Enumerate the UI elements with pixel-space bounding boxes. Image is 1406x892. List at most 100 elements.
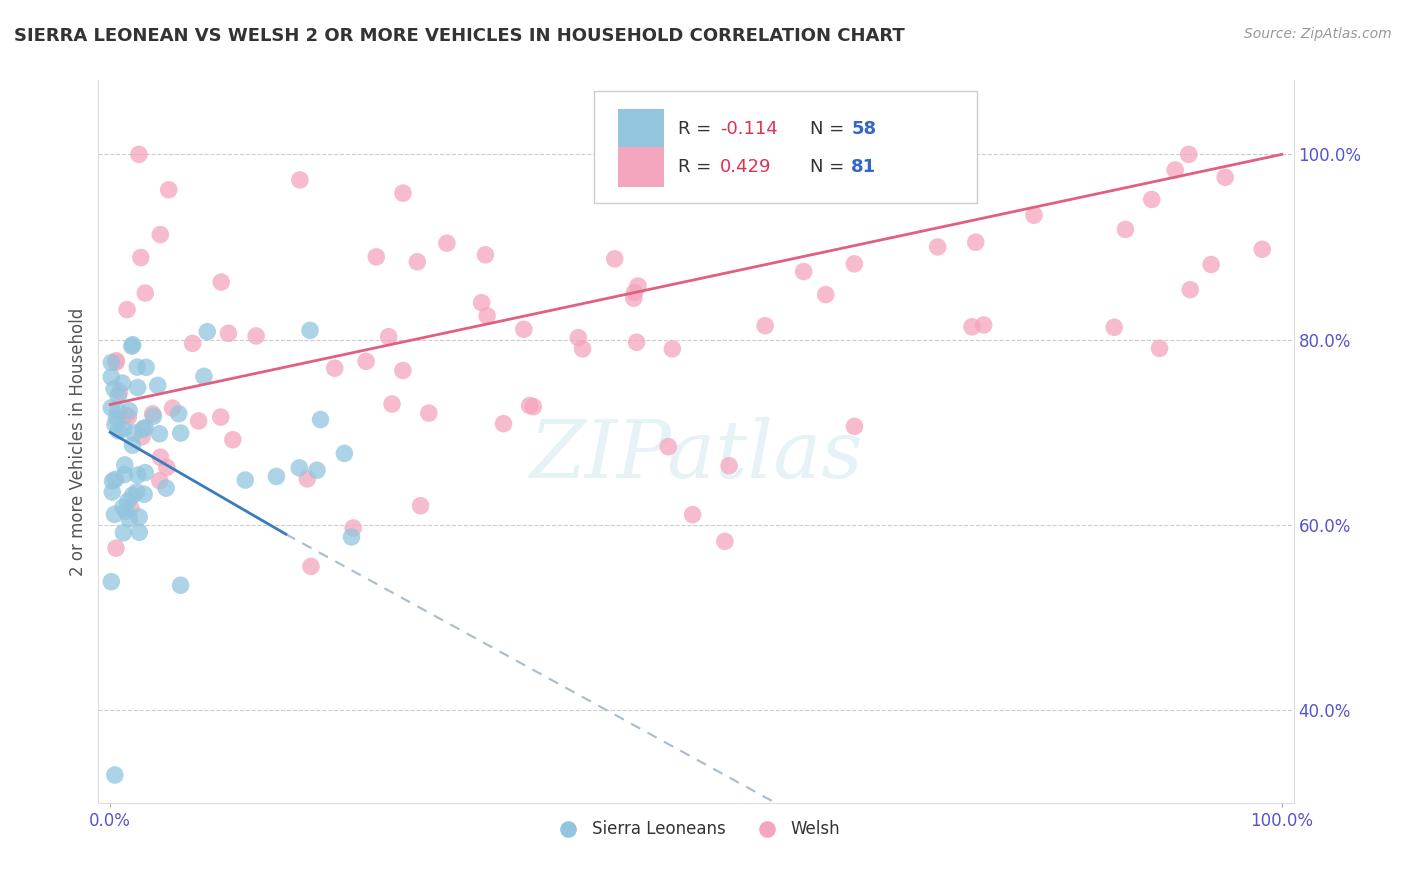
Point [112,422,135,436]
Point [101,485,124,500]
Point [1213,170,1236,185]
Point [844,419,866,434]
Point [342,521,364,535]
Text: 0.429: 0.429 [720,158,772,176]
Point [623,291,645,305]
Point [406,254,429,268]
Point [392,363,415,377]
Point [299,559,322,574]
Point [162,401,184,416]
Point [519,399,541,413]
Point [127,468,149,483]
Point [169,578,191,592]
Point [122,425,145,440]
Point [522,400,544,414]
Point [181,336,204,351]
Text: ZIPatlas: ZIPatlas [529,417,863,495]
Point [105,410,128,425]
Point [112,500,135,515]
Point [471,295,494,310]
Point [1177,147,1199,161]
Legend: Sierra Leoneans, Welsh: Sierra Leoneans, Welsh [546,814,846,845]
Point [927,240,949,254]
Point [1149,342,1171,356]
Point [323,361,346,376]
Point [377,329,399,343]
Point [354,354,377,368]
Point [340,530,363,544]
Point [156,460,179,475]
Point [118,511,141,525]
Point [381,397,404,411]
Point [107,404,129,418]
Point [149,474,172,488]
Point [844,257,866,271]
Text: N =: N = [810,120,849,137]
Point [134,487,156,501]
Point [217,326,239,341]
Point [209,410,232,425]
Point [127,360,149,375]
Text: SIERRA LEONEAN VS WELSH 2 OR MORE VEHICLES IN HOUSEHOLD CORRELATION CHART: SIERRA LEONEAN VS WELSH 2 OR MORE VEHICL… [14,27,905,45]
Point [960,319,983,334]
Point [105,353,128,368]
Y-axis label: 2 or more Vehicles in Household: 2 or more Vehicles in Household [69,308,87,575]
Point [100,401,122,415]
Point [917,147,939,161]
Point [657,440,679,454]
Point [366,250,388,264]
Point [112,525,135,540]
Point [155,481,177,495]
Point [475,309,498,323]
Point [409,499,432,513]
Point [245,329,267,343]
Point [169,425,191,440]
Point [128,147,150,161]
Point [266,469,288,483]
Point [128,525,150,540]
Point [814,287,837,301]
Point [567,330,589,344]
Point [134,421,156,435]
Point [661,342,683,356]
Point [127,380,149,394]
Point [418,406,440,420]
Point [1102,320,1125,334]
Point [112,467,135,482]
Point [714,534,737,549]
Point [103,508,125,522]
Text: R =: R = [678,158,717,176]
Point [121,337,143,351]
Point [101,474,124,488]
Point [100,355,122,369]
Point [333,446,356,460]
Point [492,417,515,431]
Point [167,407,190,421]
Point [1022,208,1045,222]
Point [148,426,170,441]
FancyBboxPatch shape [595,91,977,203]
Point [135,360,157,375]
Point [965,235,987,250]
Point [305,463,328,477]
Point [105,355,128,369]
Point [1199,258,1222,272]
Point [100,574,122,589]
Point [134,286,156,301]
Point [103,382,125,396]
Point [436,236,458,251]
Point [117,494,139,508]
Text: 81: 81 [852,158,876,176]
Point [1140,193,1163,207]
Point [129,251,152,265]
Text: Source: ZipAtlas.com: Source: ZipAtlas.com [1244,27,1392,41]
Point [222,433,245,447]
Point [128,510,150,524]
Point [474,248,496,262]
Point [209,275,232,289]
Point [309,412,332,426]
Point [121,339,143,353]
Point [114,458,136,472]
Point [105,541,128,556]
Point [121,438,143,452]
